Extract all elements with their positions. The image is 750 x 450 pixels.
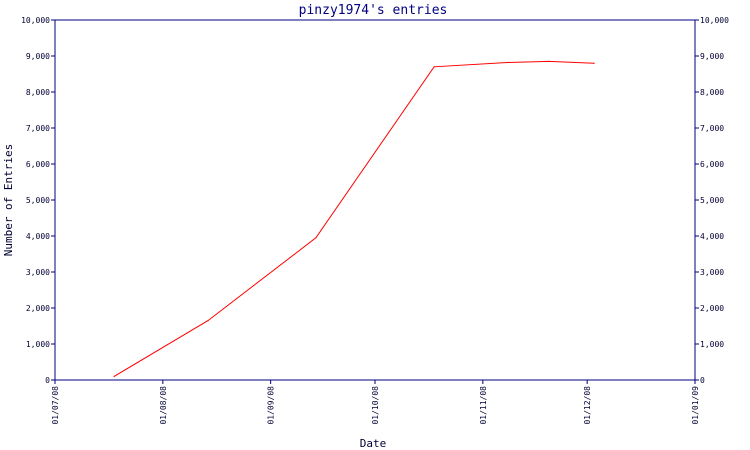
- x-axis-label: Date: [360, 437, 387, 450]
- y-tick-label-right: 0: [700, 376, 705, 385]
- y-tick-label-left: 8,000: [26, 88, 50, 97]
- y-tick-label-left: 3,000: [26, 268, 50, 277]
- y-tick-label-right: 1,000: [700, 340, 724, 349]
- x-tick-label: 01/12/08: [583, 386, 592, 425]
- y-tick-label-left: 1,000: [26, 340, 50, 349]
- data-point: [113, 375, 115, 377]
- x-tick-label: 01/09/08: [267, 386, 276, 425]
- data-point: [548, 60, 550, 63]
- y-tick-label-right: 4,000: [700, 232, 724, 241]
- data-point: [207, 320, 209, 322]
- x-tick-label: 01/10/08: [371, 386, 380, 425]
- data-point: [506, 61, 508, 64]
- y-axis-label: Number of Entries: [2, 144, 15, 257]
- x-tick-label: 01/11/08: [479, 386, 488, 425]
- y-tick-label-left: 2,000: [26, 304, 50, 313]
- y-tick-label-left: 6,000: [26, 160, 50, 169]
- series-line: [113, 60, 595, 377]
- y-tick-label-right: 10,000: [700, 16, 729, 25]
- y-tick-label-right: 5,000: [700, 196, 724, 205]
- y-tick-label-right: 6,000: [700, 160, 724, 169]
- plot-frame: [54, 19, 696, 381]
- y-tick-label-right: 9,000: [700, 52, 724, 61]
- y-tick-label-left: 9,000: [26, 52, 50, 61]
- y-tick-label-right: 3,000: [700, 268, 724, 277]
- y-tick-label-right: 2,000: [700, 304, 724, 313]
- data-point: [433, 66, 435, 68]
- x-tick-label: 01/01/09: [691, 386, 700, 425]
- y-tick-label-right: 7,000: [700, 124, 724, 133]
- y-tick-label-left: 4,000: [26, 232, 50, 241]
- chart-title: pinzy1974's entries: [299, 3, 448, 18]
- data-point: [593, 62, 595, 64]
- x-tick-label: 01/08/08: [159, 386, 168, 425]
- x-tick-label: 01/07/08: [51, 386, 60, 425]
- y-tick-label-left: 5,000: [26, 196, 50, 205]
- y-tick-label-left: 10,000: [21, 16, 50, 25]
- y-tick-label-left: 0: [45, 376, 50, 385]
- y-tick-label-left: 7,000: [26, 124, 50, 133]
- data-point: [315, 237, 317, 239]
- y-tick-label-right: 8,000: [700, 88, 724, 97]
